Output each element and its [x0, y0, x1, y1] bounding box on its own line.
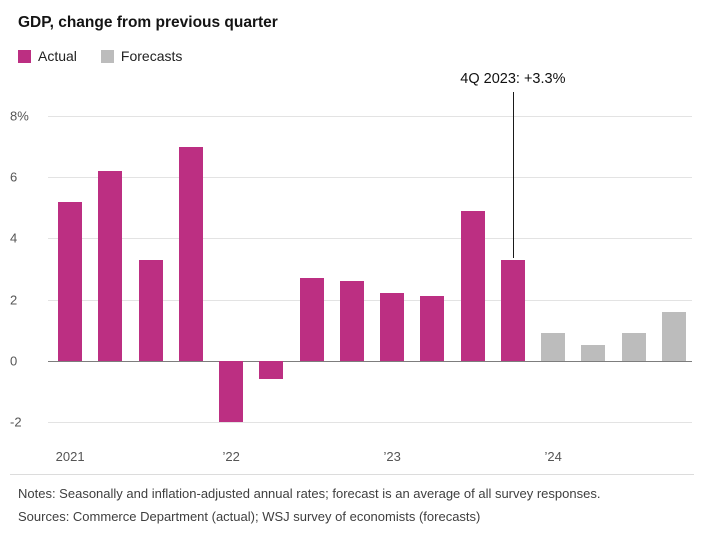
bar-actual — [420, 296, 445, 361]
y-axis-label: 2 — [10, 292, 18, 308]
notes: Notes: Seasonally and inflation-adjusted… — [18, 486, 601, 501]
plot-area: -2 0 2 4 6 8% 2021 ’22 ’23 ’24 4Q 2023: +3.3% — [10, 71, 694, 464]
bar-actual — [500, 259, 525, 361]
legend-item-actual: Actual — [18, 48, 77, 64]
gridline — [48, 299, 692, 301]
annotation-label: 4Q 2023: +3.3% — [460, 71, 566, 87]
x-axis-label: 2021 — [55, 449, 85, 464]
gridline — [48, 116, 692, 118]
chart-title: GDP, change from previous quarter — [18, 14, 278, 31]
y-axis-label: 4 — [10, 230, 18, 246]
bar-forecasts — [621, 333, 646, 361]
legend: Actual Forecasts — [18, 48, 694, 64]
y-axis-label: 8% — [10, 108, 29, 124]
bar-actual — [380, 293, 405, 361]
bar-actual — [178, 146, 203, 361]
x-axis-label: ’23 — [383, 449, 401, 464]
zero-gridline — [48, 360, 692, 362]
chart: -2 0 2 4 6 8% 2021 ’22 ’23 ’24 4Q 2023: +3.3% — [10, 71, 694, 468]
bar-actual — [339, 281, 364, 361]
legend-label-actual: Actual — [38, 48, 77, 64]
legend-label-forecasts: Forecasts — [120, 48, 183, 64]
y-axis-label: -2 — [10, 414, 22, 430]
bar-actual — [259, 360, 284, 379]
annotation-line — [512, 92, 514, 258]
gridline — [48, 177, 692, 179]
gridline — [48, 421, 692, 423]
bar-actual — [219, 360, 244, 422]
bar-actual — [460, 210, 485, 361]
y-axis-label: 0 — [10, 353, 18, 369]
bar-forecasts — [581, 345, 606, 361]
x-axis-label: ’24 — [544, 449, 562, 464]
sources: Sources: Commerce Department (actual); W… — [18, 508, 481, 524]
legend-item-forecasts: Forecasts — [100, 48, 183, 64]
x-axis-label: ’22 — [222, 449, 240, 464]
bar-actual — [58, 201, 83, 361]
actual-swatch-icon — [18, 49, 31, 63]
gridline — [48, 238, 692, 240]
bar-actual — [138, 259, 163, 361]
bar-actual — [299, 278, 324, 361]
chart-footer: Notes: Seasonally and inflation-adjusted… — [10, 474, 694, 525]
y-axis-label: 6 — [10, 169, 18, 185]
bar-actual — [98, 171, 123, 361]
bar-forecasts — [541, 333, 566, 361]
forecasts-swatch-icon — [100, 49, 114, 63]
bar-forecasts — [661, 311, 686, 361]
